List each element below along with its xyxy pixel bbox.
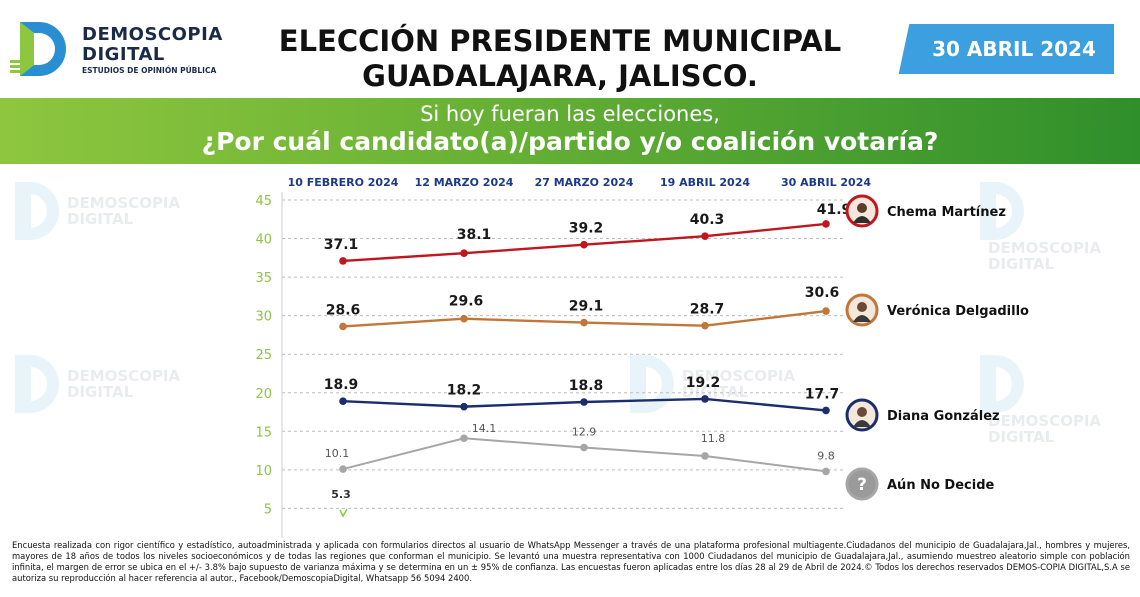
x-tick-label: 12 MARZO 2024 [415, 176, 514, 189]
data-label: 39.2 [569, 221, 604, 237]
y-tick-label: 5 [264, 502, 272, 517]
title-line2: GUADALAJARA, JALISCO. [362, 59, 758, 93]
logo-bars-icon [10, 60, 28, 75]
question-glyph: ? [857, 475, 867, 495]
date-text: 30 ABRIL 2024 [932, 37, 1096, 61]
question-banner: Si hoy fueran las elecciones, ¿Por cuál … [0, 98, 1140, 164]
annotation-mark [339, 508, 348, 518]
legend-label: Chema Martínez [887, 205, 1006, 220]
data-point [339, 322, 347, 331]
title-line1: ELECCIÓN PRESIDENTE MUNICIPAL [278, 24, 842, 58]
data-label: 19.2 [686, 375, 721, 391]
data-label: 40.3 [690, 212, 725, 228]
data-point [701, 321, 709, 330]
question-line2: ¿Por cuál candidato(a)/partido y/o coali… [201, 127, 939, 156]
data-label: 11.8 [701, 432, 726, 445]
portrait-head-icon [857, 302, 867, 312]
data-label: 38.1 [457, 227, 492, 243]
data-point [701, 452, 709, 460]
data-label: 28.7 [690, 302, 725, 318]
portrait-head-icon [857, 203, 867, 213]
date-badge: 30 ABRIL 2024 [914, 24, 1114, 74]
annotation-label: 5.3 [331, 488, 351, 501]
legend-label: Verónica Delgadillo [887, 304, 1029, 319]
portrait-body-icon [853, 216, 871, 223]
data-point [822, 307, 830, 315]
portrait-body-icon [853, 420, 871, 427]
data-point [460, 434, 468, 443]
data-point [580, 318, 588, 327]
portrait-body-icon [853, 315, 871, 322]
y-tick-label: 30 [255, 310, 272, 325]
y-tick-label: 40 [255, 233, 272, 248]
data-point [580, 240, 588, 249]
data-label: 18.8 [569, 378, 604, 394]
question-mark-icon [845, 467, 879, 501]
legend-label: Diana González [887, 409, 1000, 424]
data-label: 29.1 [569, 299, 604, 315]
logo-name-line1: DEMOSCOPIA [82, 24, 223, 45]
data-point [339, 397, 347, 406]
line-chart: 5 10 15 20 25 30 35 40 45 10 FEBRERO 2024 12 MARZO… [255, 176, 1029, 538]
data-point [460, 402, 468, 411]
data-point [822, 406, 830, 415]
data-label: 28.6 [326, 302, 361, 318]
data-label: 41.9 [817, 202, 852, 218]
data-point [580, 443, 588, 452]
y-tick-label: 45 [255, 194, 272, 209]
y-tick-label: 35 [255, 271, 272, 286]
data-point [822, 467, 830, 476]
page-title: ELECCIÓN PRESIDENTE MUNICIPAL GUADALAJAR… [250, 24, 870, 94]
data-point [701, 232, 709, 241]
data-point [460, 314, 468, 323]
data-label: 18.2 [447, 383, 482, 399]
data-point [580, 398, 588, 406]
logo-subtitle: ESTUDIOS DE OPINIÓN PÚBLICA [82, 66, 217, 75]
data-label: 29.6 [449, 294, 484, 310]
data-label: 18.9 [324, 377, 359, 393]
x-tick-label: 10 FEBRERO 2024 [288, 176, 399, 189]
data-point [701, 395, 709, 403]
y-tick-label: 10 [255, 464, 272, 479]
data-label: 10.1 [325, 447, 350, 460]
y-tick-label: 15 [255, 425, 272, 440]
data-label: 14.1 [472, 422, 497, 435]
data-point [460, 249, 468, 257]
portrait-head-icon [857, 407, 867, 417]
data-label: 37.1 [324, 237, 359, 253]
question-line1: Si hoy fueran las elecciones, [420, 102, 720, 126]
x-tick-label: 30 ABRIL 2024 [781, 176, 871, 189]
data-point [339, 465, 347, 473]
y-tick-label: 25 [255, 348, 272, 363]
demoscopia-logo: DEMOSCOPIA DIGITAL ESTUDIOS DE OPINIÓN P… [10, 20, 240, 82]
series-line [342, 437, 827, 473]
legend-label: Aún No Decide [887, 478, 995, 493]
x-tick-label: 19 ABRIL 2024 [660, 176, 750, 189]
data-point [822, 220, 830, 228]
data-label: 12.9 [572, 425, 597, 438]
data-label: 30.6 [805, 285, 840, 301]
data-label: 9.8 [817, 449, 835, 462]
data-label: 17.7 [805, 386, 840, 402]
logo-name-line2: DIGITAL [82, 44, 165, 65]
data-point [339, 257, 347, 265]
x-tick-label: 27 MARZO 2024 [535, 176, 634, 189]
y-tick-label: 20 [255, 387, 272, 402]
methodology-footnote: Encuesta realizada con rigor científico … [12, 540, 1130, 583]
